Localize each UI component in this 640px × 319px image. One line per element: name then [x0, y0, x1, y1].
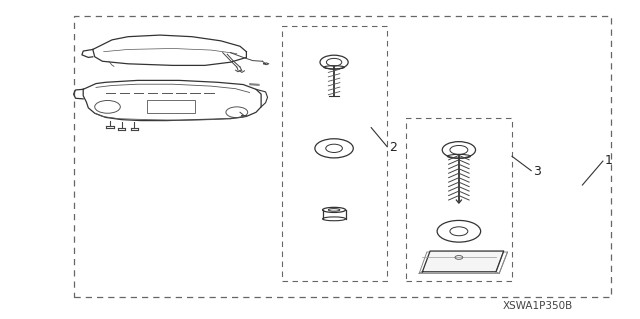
Polygon shape — [422, 251, 504, 272]
Bar — [406, 118, 512, 281]
Text: 3: 3 — [533, 165, 541, 178]
Text: 1: 1 — [605, 154, 612, 167]
Bar — [147, 100, 195, 113]
Text: XSWA1P350B: XSWA1P350B — [502, 301, 573, 311]
Text: 2: 2 — [389, 141, 397, 154]
Bar — [282, 26, 387, 281]
Bar — [74, 16, 611, 297]
